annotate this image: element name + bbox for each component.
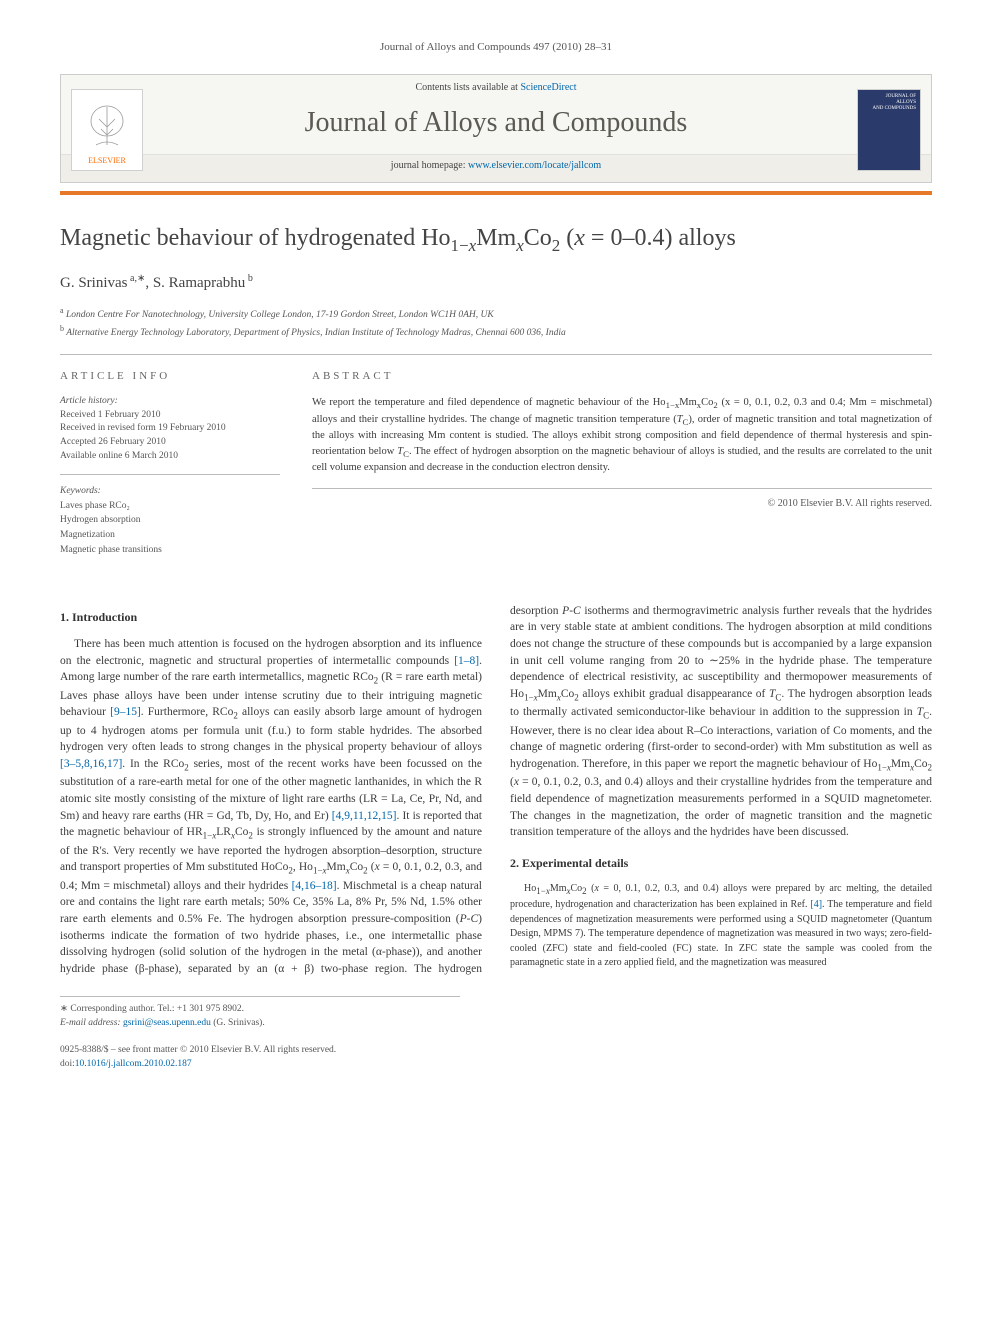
keyword: Laves phase RCo₂ (60, 500, 280, 514)
authors-line: G. Srinivas a,∗, S. Ramaprabhu b (60, 272, 932, 295)
journal-masthead: ELSEVIER JOURNAL OF ALLOYS AND COMPOUNDS… (60, 74, 932, 183)
section-2-heading: 2. Experimental details (510, 855, 932, 872)
footnotes: ∗ Corresponding author. Tel.: +1 301 975… (60, 996, 460, 1031)
history-line: Received 1 February 2010 (60, 409, 280, 423)
journal-title: Journal of Alloys and Compounds (61, 97, 931, 154)
doi-line: doi:10.1016/j.jallcom.2010.02.187 (60, 1058, 932, 1072)
corresponding-prefix: ∗ Corresponding author. Tel.: (60, 1004, 177, 1014)
elsevier-tree-icon (84, 101, 130, 153)
abstract-body: We report the temperature and filed depe… (312, 395, 932, 489)
article-title: Magnetic behaviour of hydrogenated Ho1−x… (60, 223, 932, 257)
section-2-paragraph: Ho1−xMmxCo2 (x = 0, 0.1, 0.2, 0.3, and 0… (510, 882, 932, 971)
keyword: Magnetization (60, 529, 280, 543)
corresponding-tel: +1 301 975 8902. (177, 1004, 244, 1014)
abstract-heading: abstract (312, 369, 932, 385)
keywords-block: Keywords: Laves phase RCo₂ Hydrogen abso… (60, 485, 280, 569)
running-header: Journal of Alloys and Compounds 497 (201… (60, 40, 932, 56)
email-label: E-mail address: (60, 1018, 123, 1028)
accent-rule (60, 191, 932, 195)
affiliations: a London Centre For Nanotechnology, Univ… (60, 305, 932, 340)
contents-prefix: Contents lists available at (415, 82, 520, 93)
cover-line-3: AND COMPOUNDS (862, 106, 916, 112)
article-info-heading: article info (60, 369, 280, 385)
affiliation-b: b Alternative Energy Technology Laborato… (60, 323, 932, 340)
homepage-prefix: journal homepage: (391, 160, 468, 171)
keyword: Hydrogen absorption (60, 514, 280, 528)
doi-link[interactable]: 10.1016/j.jallcom.2010.02.187 (75, 1059, 192, 1069)
meta-abstract-row: article info Article history: Received 1… (60, 354, 932, 579)
article-body: 1. Introduction There has been much atte… (60, 603, 932, 978)
footer-copyright: 0925-8388/$ – see front matter © 2010 El… (60, 1044, 932, 1072)
email-author: (G. Srinivas). (211, 1018, 265, 1028)
abstract-column: abstract We report the temperature and f… (312, 369, 932, 579)
publisher-logo: ELSEVIER (71, 89, 143, 171)
keyword: Magnetic phase transitions (60, 544, 280, 558)
corresponding-author-note: ∗ Corresponding author. Tel.: +1 301 975… (60, 1003, 460, 1017)
article-info-column: article info Article history: Received 1… (60, 369, 280, 579)
contents-list-line: Contents lists available at ScienceDirec… (61, 75, 931, 98)
sciencedirect-link[interactable]: ScienceDirect (520, 82, 576, 93)
history-label: Article history: (60, 395, 280, 409)
email-line: E-mail address: gsrini@seas.upenn.edu (G… (60, 1017, 460, 1031)
journal-homepage-link[interactable]: www.elsevier.com/locate/jallcom (468, 160, 601, 171)
keywords-label: Keywords: (60, 485, 280, 499)
journal-homepage-line: journal homepage: www.elsevier.com/locat… (61, 154, 931, 182)
abstract-copyright: © 2010 Elsevier B.V. All rights reserved… (312, 497, 932, 512)
history-line: Accepted 26 February 2010 (60, 436, 280, 450)
publisher-logo-text: ELSEVIER (88, 155, 126, 167)
article-history-block: Article history: Received 1 February 201… (60, 395, 280, 475)
affiliation-a: a London Centre For Nanotechnology, Univ… (60, 305, 932, 322)
history-line: Received in revised form 19 February 201… (60, 422, 280, 436)
cover-text: JOURNAL OF ALLOYS AND COMPOUNDS (862, 94, 916, 112)
doi-prefix: doi: (60, 1059, 75, 1069)
author-email-link[interactable]: gsrini@seas.upenn.edu (123, 1018, 211, 1028)
section-1-heading: 1. Introduction (60, 609, 482, 626)
front-matter-line: 0925-8388/$ – see front matter © 2010 El… (60, 1044, 932, 1058)
history-line: Available online 6 March 2010 (60, 450, 280, 464)
journal-cover-thumb: JOURNAL OF ALLOYS AND COMPOUNDS (857, 89, 921, 171)
